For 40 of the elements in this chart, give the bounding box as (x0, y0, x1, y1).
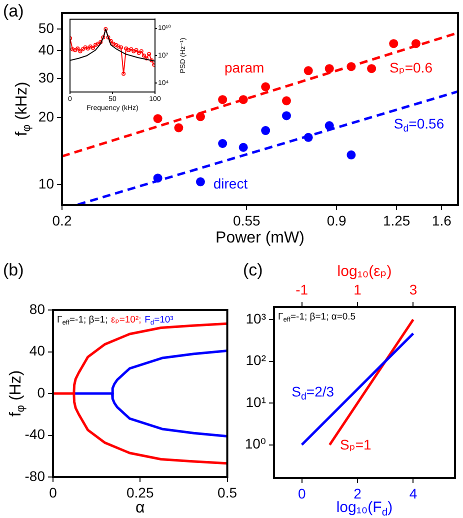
annotation: εₚ=10²; (111, 314, 142, 326)
chart-title: (a) (3, 2, 24, 21)
y-tick-label: 10³ (246, 310, 266, 326)
x2-tick-label: 1 (354, 281, 362, 298)
x-tick-label: 1.6 (432, 212, 452, 228)
x-tick-label: 0.5 (218, 484, 238, 500)
x-tick-label: 0.25 (126, 484, 154, 500)
y-tick-label: 50 (38, 20, 54, 36)
x2-tick-label: -1 (296, 281, 308, 298)
series-label: Sₚ=1 (340, 436, 372, 453)
x-axis-title: Power (mW) (216, 229, 304, 246)
x-axis-title: α (136, 499, 145, 516)
series-label: direct (213, 176, 248, 192)
y-tick-label: -80 (24, 468, 46, 484)
y-tick-label: 40 (38, 41, 54, 58)
chart-title: (b) (3, 260, 24, 280)
y-tick-label: 10¹ (246, 394, 266, 410)
x2-tick-label: 3 (409, 281, 418, 298)
x-tick-label: 0.9 (326, 212, 347, 228)
y-tick-label: 20 (38, 108, 54, 124)
x-tick-label: 0.2 (52, 212, 72, 228)
x-tick-label: 0 (298, 485, 306, 502)
x-tick-label: 2 (354, 485, 362, 502)
y-tick-label: 30 (38, 69, 54, 86)
y-tick-label: 0 (37, 384, 46, 400)
y-axis-title: fφ (kHz) (13, 82, 33, 136)
series-label: Sₚ=0.6 (390, 60, 433, 76)
x2-axis-title: log₁₀(εₚ) (337, 263, 392, 280)
x-tick-label: 0.55 (233, 212, 261, 228)
series-label: param (224, 59, 264, 76)
x-tick-label: 4 (409, 485, 418, 502)
y-axis-title: fφ (Hz) (7, 370, 27, 417)
y-tick-label: 10⁰ (244, 436, 266, 452)
y-tick-label: 40 (29, 342, 46, 359)
y-tick-label: 80 (29, 300, 46, 317)
x-tick-label: 1.25 (382, 212, 410, 228)
y-tick-label: -40 (24, 426, 46, 442)
y-tick-label: 10² (246, 352, 266, 368)
y-tick-label: 10 (38, 175, 54, 192)
chart-title: (c) (243, 260, 263, 280)
